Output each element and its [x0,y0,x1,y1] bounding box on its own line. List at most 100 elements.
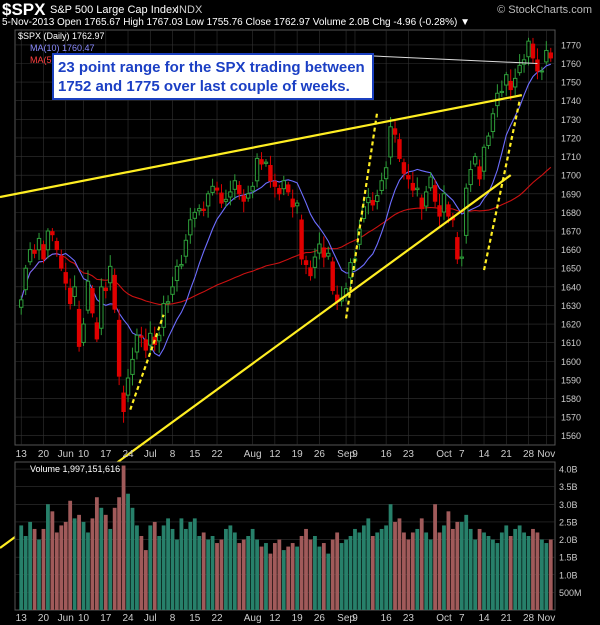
candle-body [499,90,505,94]
dashed-trendline [482,100,521,271]
candle-body [517,64,522,74]
volume-bar [232,532,237,610]
volume-bar [197,536,202,610]
candle-body [72,286,77,297]
candle-body [156,334,162,342]
date-tick-label: 19 [292,449,304,460]
candle-body [299,219,304,260]
volume-bar [388,504,393,610]
date-tick-label: Jun [58,613,74,624]
candle-body [406,174,411,180]
date-tick-label: Jul [144,613,157,624]
volume-bar [313,536,317,610]
annotation-box: 23 point range for the SPX trading betwe… [52,53,374,100]
volume-bar [464,514,469,610]
date-tick-label: 10 [78,449,90,460]
price-tick-label: 1640 [561,282,581,292]
candle-body [139,335,144,338]
candle-body [370,200,375,206]
price-tick-label: 1710 [561,152,581,162]
candle-body [210,185,215,193]
ma50-legend: MA(5 [30,55,52,65]
candle-body [423,191,429,207]
date-tick-label: 28 [523,613,535,624]
volume-bar [304,528,308,610]
volume-bar [126,493,130,610]
volume-bar [63,521,68,610]
date-tick-label: 20 [38,449,50,460]
price-tick-label: 1760 [561,59,581,69]
volume-bar [499,532,504,610]
price-tick-label: 1740 [561,96,581,106]
candle-body [112,274,117,310]
candle-body [94,322,100,340]
volume-bar [166,518,170,610]
candle-body [134,334,140,353]
date-tick-label: Sep [337,449,355,460]
volume-bar [477,528,482,610]
candle-body [419,197,424,210]
volume-bar [495,543,500,610]
volume-tick-label: 3.0B [559,500,578,510]
candle-body [392,128,398,135]
candle-body [544,49,549,63]
candle-body [179,263,184,267]
candle-body [464,187,469,236]
candle-body [90,288,95,314]
candle-body [232,180,238,190]
date-tick-label: 24 [122,449,134,460]
volume-bar [179,518,184,610]
volume-bar [402,532,406,610]
candle-body [183,239,189,257]
date-tick-label: 23 [403,613,415,624]
volume-bar [544,543,549,610]
candle-body [415,187,420,191]
price-tick-label: 1730 [561,115,581,125]
candle-body [432,185,438,202]
candle-body [530,43,536,59]
volume-bar [37,539,41,610]
date-tick-label: 12 [269,613,281,624]
candle-body [512,77,518,88]
candle-body [308,267,313,277]
volume-bar [535,532,540,610]
volume-bar [410,532,415,610]
candle-body [45,230,51,251]
volume-bar [531,528,535,610]
candle-body [446,204,451,217]
candle-body [130,358,135,375]
date-tick-label: 8 [170,613,176,624]
volume-bar [99,507,104,610]
volume-bar [330,539,335,610]
candle-body [521,59,527,65]
volume-bar [112,507,117,610]
candle-body [290,198,295,208]
volume-bar [513,528,518,610]
candle-body [99,286,104,329]
volume-tick-label: 2.0B [559,535,578,545]
volume-bar [548,539,553,610]
candle-body [459,256,464,259]
candle-body [490,113,496,133]
volume-tick-label: 1.0B [559,570,578,580]
volume-bar [246,536,251,610]
volume-bar [433,504,437,610]
candle-body [121,392,126,413]
date-tick-label: 9 [352,613,358,624]
candle-body [428,176,433,189]
volume-bar [215,543,219,610]
volume-bar [90,518,95,610]
volume-bar [473,539,478,610]
price-tick-label: 1650 [561,264,581,274]
price-tick-label: 1600 [561,357,581,367]
volume-bar [486,536,491,610]
volume-bar [281,550,286,610]
volume-bar [108,528,113,610]
candle-body [535,59,540,72]
candle-body [214,187,220,191]
candle-body [508,80,513,91]
stockcharts-brand[interactable]: © StockCharts.com [497,4,592,16]
volume-bar [121,465,126,610]
candle-body [366,196,371,204]
volume-bar [259,546,264,610]
